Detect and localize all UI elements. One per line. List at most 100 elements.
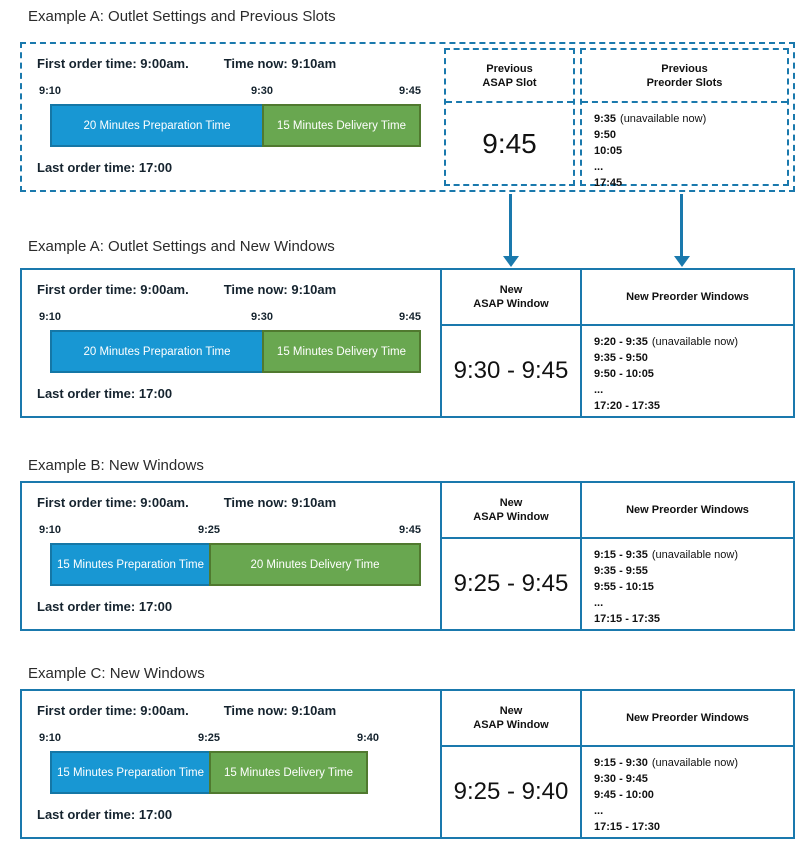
timeline-end-label: 9:40 <box>356 732 379 744</box>
timeline-end-label: 9:45 <box>398 524 421 536</box>
order-times-row: First order time: 9:00am. Time now: 9:10… <box>37 56 440 71</box>
timeline-end-label: 9:45 <box>398 311 421 323</box>
asap-header-line2: ASAP Window <box>473 719 549 731</box>
preorder-row: 9:50 - 10:05 <box>594 366 793 382</box>
last-order-time-label: Last order time: 17:00 <box>37 386 173 401</box>
time-now-label: Time now: 9:10am <box>223 56 337 71</box>
preorder-row: ... <box>594 159 787 175</box>
timeline-end-label: 9:45 <box>398 85 421 97</box>
asap-header: New ASAP Window <box>442 270 580 326</box>
preorder-list: 9:35 (unavailable now) 9:50 10:05 ... 17:… <box>582 103 787 191</box>
preorder-note: (unavailable now) <box>651 336 739 348</box>
timeline: 9:10 9:25 9:45 15 Minutes Preparation Ti… <box>39 524 421 586</box>
preorder-time: ... <box>594 805 604 817</box>
timeline-labels: 9:10 9:30 9:45 <box>39 85 421 99</box>
example-a-new-windows-table: First order time: 9:00am. Time now: 9:10… <box>20 268 795 418</box>
timeline-start-label: 9:10 <box>38 524 62 536</box>
arrow-down-icon <box>673 194 690 267</box>
preorder-time: 9:15 - 9:30 <box>594 757 648 769</box>
example-c-new-windows-table: First order time: 9:00am. Time now: 9:10… <box>20 689 795 839</box>
asap-column: New ASAP Window 9:30 - 9:45 <box>440 270 580 416</box>
outlet-settings-panel: First order time: 9:00am. Time now: 9:10… <box>22 691 440 837</box>
timeline-start-label: 9:10 <box>38 732 62 744</box>
example-b-new-windows-table: First order time: 9:00am. Time now: 9:10… <box>20 481 795 631</box>
timeline-labels: 9:10 9:30 9:45 <box>39 311 421 325</box>
preorder-row: 9:35 - 9:55 <box>594 563 793 579</box>
order-times-row: First order time: 9:00am. Time now: 9:10… <box>37 703 440 718</box>
asap-value: 9:30 - 9:45 <box>453 357 569 384</box>
delivery-time-bar: 20 Minutes Delivery Time <box>209 543 421 586</box>
preorder-time: 17:20 - 17:35 <box>594 400 661 412</box>
preparation-time-bar: 15 Minutes Preparation Time <box>50 751 209 794</box>
preorder-row: ... <box>594 595 793 611</box>
asap-header-line1: New <box>499 497 523 509</box>
preorder-row: 9:55 - 10:15 <box>594 579 793 595</box>
preparation-time-bar: 15 Minutes Preparation Time <box>50 543 209 586</box>
timeline: 9:10 9:30 9:45 20 Minutes Preparation Ti… <box>39 311 421 373</box>
preorder-column: New Preorder Windows 9:15 - 9:35 (unavail… <box>580 483 793 629</box>
preorder-header: New Preorder Windows <box>582 270 793 326</box>
timeline-bars: 15 Minutes Preparation Time 20 Minutes D… <box>50 543 421 586</box>
first-order-time-label: First order time: 9:00am. <box>37 56 189 71</box>
last-order-time-label: Last order time: 17:00 <box>37 160 173 175</box>
timeline-mid-label: 9:25 <box>197 732 221 744</box>
preorder-time: 9:50 - 10:05 <box>594 368 654 380</box>
preorder-column: New Preorder Windows 9:15 - 9:30 (unavail… <box>580 691 793 837</box>
delivery-time-bar: 15 Minutes Delivery Time <box>261 104 421 147</box>
asap-header-line2: ASAP Window <box>473 511 549 523</box>
asap-value: 9:25 - 9:45 <box>453 570 569 597</box>
preorder-time: 17:15 - 17:30 <box>594 821 661 833</box>
asap-column: Previous ASAP Slot 9:45 <box>444 48 575 186</box>
timeline-mid-label: 9:30 <box>250 311 273 323</box>
preorder-list: 9:15 - 9:30 (unavailable now) 9:30 - 9:45… <box>582 747 793 837</box>
preorder-header-line1: New Preorder Windows <box>626 504 749 516</box>
preorder-time: 9:20 - 9:35 <box>594 336 648 348</box>
section-title: Example B: New Windows <box>28 457 204 474</box>
preorder-row: 17:15 - 17:35 <box>594 611 793 627</box>
preorder-time: 17:15 - 17:35 <box>594 613 661 625</box>
timeline: 9:10 9:30 9:45 20 Minutes Preparation Ti… <box>39 85 421 147</box>
time-now-label: Time now: 9:10am <box>223 495 337 510</box>
preorder-row: 9:45 - 10:00 <box>594 787 793 803</box>
preorder-note: (unavailable now) <box>651 757 739 769</box>
section-title: Example A: Outlet Settings and Previous … <box>28 8 336 25</box>
asap-header-line2: ASAP Window <box>473 298 549 310</box>
time-now-label: Time now: 9:10am <box>223 282 337 297</box>
preorder-row: 17:45 <box>594 175 787 191</box>
preorder-row: 10:05 <box>594 143 787 159</box>
preorder-time: 9:35 - 9:55 <box>594 565 648 577</box>
first-order-time-label: First order time: 9:00am. <box>37 282 189 297</box>
preorder-header-line1: New Preorder Windows <box>626 291 749 303</box>
preorder-time: 10:05 <box>594 145 623 157</box>
asap-header: New ASAP Window <box>442 483 580 539</box>
order-times-row: First order time: 9:00am. Time now: 9:10… <box>37 495 440 510</box>
asap-header-line1: New <box>499 705 523 717</box>
preorder-note: (unavailable now) <box>651 549 739 561</box>
preorder-header-line2: Preorder Slots <box>646 76 723 89</box>
arrow-down-icon <box>502 194 519 267</box>
preorder-row: 9:30 - 9:45 <box>594 771 793 787</box>
preorder-time: 17:45 <box>594 177 623 189</box>
asap-header: Previous ASAP Slot <box>446 50 573 103</box>
preorder-row: 9:50 <box>594 127 787 143</box>
preparation-time-bar: 20 Minutes Preparation Time <box>50 330 262 373</box>
timeline-mid-label: 9:25 <box>197 524 221 536</box>
preorder-row: 9:35 (unavailable now) <box>594 111 787 127</box>
preorder-header-line1: New Preorder Windows <box>626 712 749 724</box>
preorder-note: (unavailable now) <box>620 113 707 125</box>
preorder-row: ... <box>594 382 793 398</box>
asap-header-line1: New <box>499 284 523 296</box>
preorder-column: Previous Preorder Slots 9:35 (unavailable… <box>580 48 789 189</box>
section-title: Example A: Outlet Settings and New Windo… <box>28 238 335 255</box>
preorder-row: 17:15 - 17:30 <box>594 819 793 835</box>
preorder-row: 9:15 - 9:30 (unavailable now) <box>594 755 793 771</box>
preorder-time: ... <box>594 597 604 609</box>
timeline-mid-label: 9:30 <box>250 85 273 97</box>
asap-column: New ASAP Window 9:25 - 9:40 <box>440 691 580 837</box>
asap-header-line2: ASAP Slot <box>482 76 537 89</box>
preorder-list: 9:20 - 9:35 (unavailable now) 9:35 - 9:50… <box>582 326 793 416</box>
first-order-time-label: First order time: 9:00am. <box>37 495 189 510</box>
timeline-labels: 9:10 9:25 9:45 <box>39 524 421 538</box>
timeline-labels: 9:10 9:25 9:40 <box>39 732 421 746</box>
timeline-bars: 20 Minutes Preparation Time 15 Minutes D… <box>50 330 421 373</box>
